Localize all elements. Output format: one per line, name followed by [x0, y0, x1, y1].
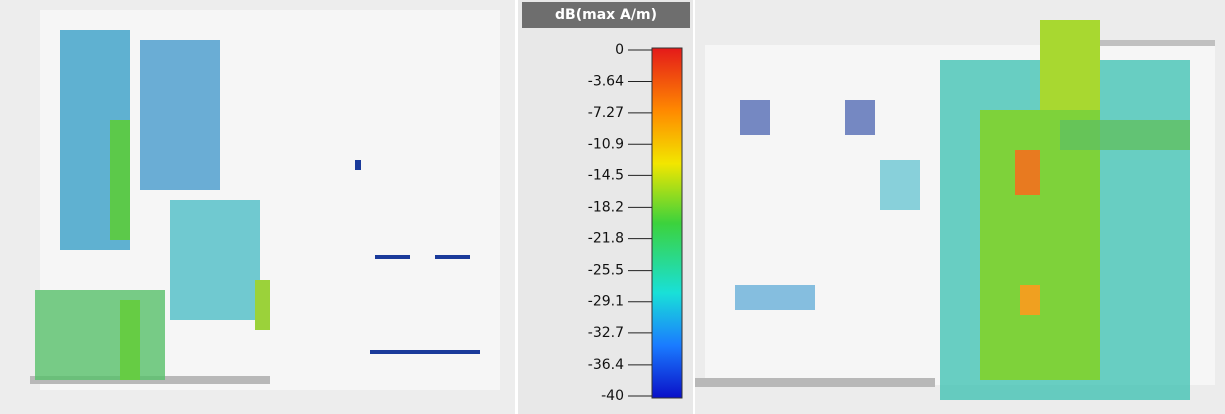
- right-field-view: [695, 0, 1225, 414]
- tick-label: -18.2: [588, 199, 624, 215]
- tick-label: -36.4: [588, 357, 624, 373]
- colorbar-title: dB(max A/m): [555, 7, 657, 23]
- colorbar-ticks: 0 -3.64 -7.27 -10.9 -14.5 -18.2 -21.8 -25.5 -29.…: [588, 42, 652, 404]
- tick-label: -10.9: [588, 136, 624, 152]
- tick-label: -25.5: [588, 263, 624, 279]
- left-field-view: [0, 0, 515, 414]
- colorbar: [651, 47, 683, 399]
- tick-label: 0: [615, 42, 624, 58]
- tick-label: -3.64: [588, 73, 624, 89]
- tick-label: -7.27: [588, 105, 624, 121]
- colorbar-panel: dB(max A/m): [518, 0, 693, 414]
- tick-label: -21.8: [588, 231, 624, 247]
- tick-label: -32.7: [588, 325, 624, 341]
- tick-label: -40: [601, 388, 624, 404]
- tick-label: -29.1: [588, 294, 624, 310]
- tick-label: -14.5: [588, 167, 624, 183]
